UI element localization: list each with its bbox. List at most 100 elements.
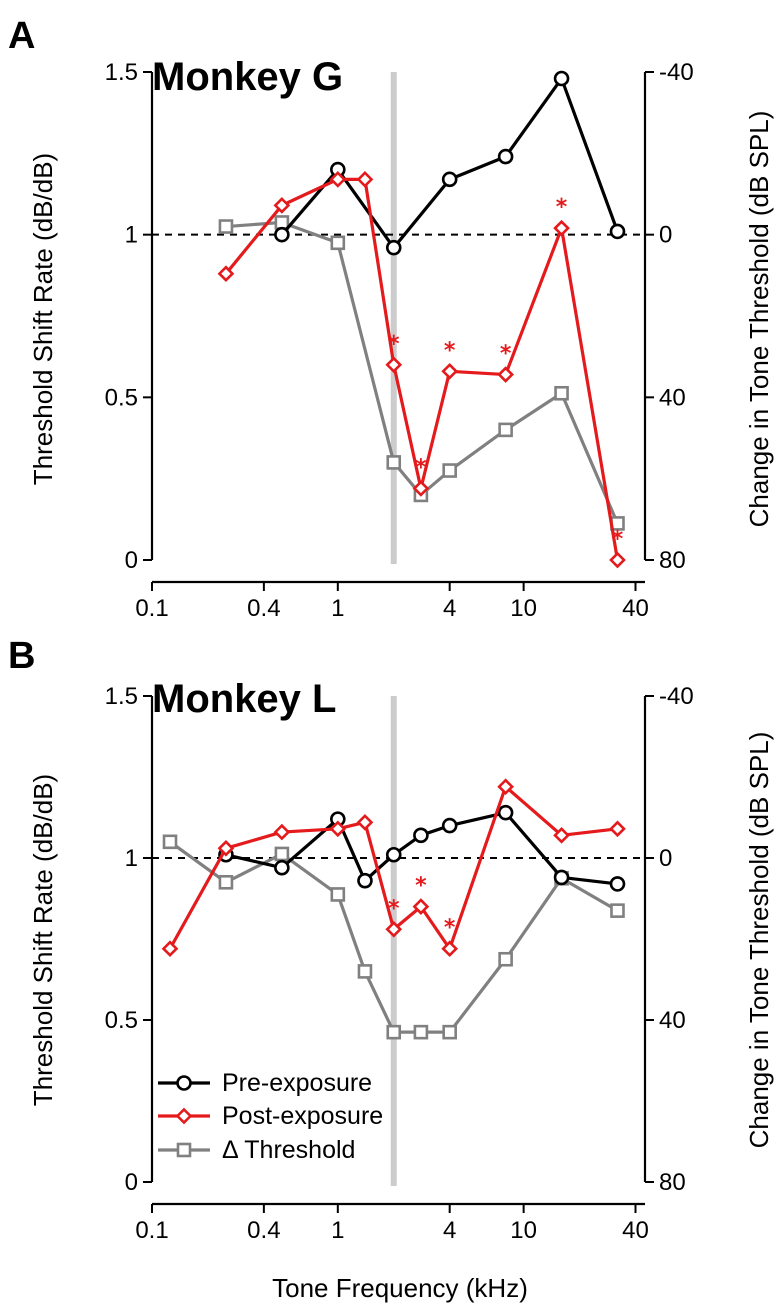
y-axis-label-left: Threshold Shift Rate (dB/dB) — [28, 774, 58, 1106]
point-delta — [610, 903, 625, 918]
legend-label-pre: Pre-exposure — [222, 1069, 372, 1097]
y-tick-label-right: -40 — [659, 683, 694, 710]
x-tick-label: 1 — [331, 1217, 344, 1244]
significance-marker: * — [415, 874, 427, 899]
point-delta — [386, 1024, 402, 1040]
x-tick-label: 0.4 — [247, 1217, 280, 1244]
point-delta — [442, 463, 457, 478]
point-pre — [609, 876, 626, 892]
point-pre — [441, 171, 458, 188]
point-post — [441, 940, 459, 958]
point-post — [217, 265, 235, 283]
y-tick-label-right: 40 — [659, 1007, 686, 1034]
point-pre — [385, 846, 402, 863]
point-post — [609, 551, 626, 569]
point-post — [609, 820, 626, 838]
y-tick-label-right: -40 — [659, 59, 694, 86]
point-delta — [357, 964, 373, 979]
point-pre — [274, 859, 290, 876]
point-delta — [498, 422, 513, 438]
x-tick-label: 10 — [510, 1217, 537, 1244]
point-delta — [554, 385, 569, 401]
panel-letter: B — [8, 635, 35, 677]
x-tick-label: 10 — [510, 595, 537, 622]
point-post — [356, 171, 374, 188]
significance-marker: * — [500, 342, 512, 367]
point-delta — [386, 455, 402, 470]
y-tick-label-right: 0 — [659, 845, 672, 872]
legend-label-delta: Δ Threshold — [222, 1136, 355, 1164]
legend-marker-delta — [176, 1142, 192, 1158]
point-pre — [553, 70, 570, 87]
panel-title: Monkey L — [152, 677, 336, 721]
point-post — [385, 356, 403, 374]
point-pre — [385, 239, 402, 256]
point-delta — [442, 1024, 457, 1040]
y-tick-label-left: 1 — [125, 222, 138, 249]
point-delta — [498, 951, 513, 967]
significance-marker: * — [444, 338, 456, 363]
point-delta — [330, 887, 346, 902]
point-delta — [274, 215, 290, 230]
panel-monkey-g: A Monkey G Threshold Shift Rate (dB/dB) … — [8, 15, 774, 622]
point-pre — [274, 226, 290, 243]
point-pre — [441, 817, 458, 834]
y-tick-label-right: 40 — [659, 384, 686, 411]
point-post — [273, 823, 291, 841]
y-tick-label-right: 0 — [659, 222, 672, 249]
y-tick-label-left: 0.5 — [105, 384, 138, 411]
point-delta — [162, 834, 178, 850]
point-post — [329, 171, 347, 188]
point-delta — [330, 235, 346, 251]
point-pre — [497, 804, 514, 821]
legend: Pre-exposure Post-exposure Δ Threshold — [158, 1069, 383, 1164]
series-line-pre — [225, 811, 618, 886]
x-tick-label: 0.1 — [135, 595, 168, 622]
y-axis-label-right: Change in Tone Threshold (dB SPL) — [744, 732, 774, 1149]
significance-marker: * — [556, 195, 568, 220]
point-post — [385, 920, 403, 938]
x-tick-label: 1 — [331, 595, 344, 622]
significance-marker: * — [388, 896, 400, 921]
x-axis-label: Tone Frequency (kHz) — [272, 1273, 528, 1303]
x-tick-label: 0.4 — [247, 595, 280, 622]
point-post — [553, 219, 570, 237]
x-tick-label: 0.1 — [135, 1217, 168, 1244]
x-tick-label: 4 — [443, 595, 456, 622]
point-post — [412, 898, 430, 915]
point-pre — [357, 872, 373, 889]
point-post — [329, 820, 347, 838]
point-post — [553, 826, 570, 844]
y-tick-label-left: 1.5 — [105, 59, 138, 86]
point-delta — [218, 219, 234, 234]
point-post — [273, 197, 291, 214]
significance-marker: * — [388, 332, 400, 357]
panel-title: Monkey G — [152, 55, 343, 99]
significance-marker: * — [612, 527, 624, 552]
significance-marker: * — [444, 916, 456, 941]
y-axis-label-left: Threshold Shift Rate (dB/dB) — [28, 153, 58, 485]
legend-marker-post — [175, 1107, 193, 1125]
y-tick-label-left: 1 — [125, 845, 138, 872]
point-delta — [413, 1024, 429, 1040]
panel-letter: A — [8, 15, 35, 57]
legend-marker-pre — [176, 1075, 192, 1091]
y-tick-label-right: 80 — [659, 1169, 686, 1196]
legend-label-post: Post-exposure — [222, 1102, 383, 1130]
series-line-pre — [280, 76, 619, 250]
point-post — [217, 839, 235, 857]
point-post — [356, 814, 374, 831]
panel-monkey-l: B Monkey L Threshold Shift Rate (dB/dB) … — [8, 635, 774, 1303]
y-tick-label-left: 0 — [125, 1169, 138, 1196]
point-pre — [497, 148, 514, 165]
x-tick-label: 40 — [622, 595, 649, 622]
point-post — [497, 778, 514, 796]
point-post — [497, 366, 514, 383]
point-delta — [218, 874, 234, 890]
y-tick-label-left: 1.5 — [105, 683, 138, 710]
x-tick-label: 40 — [622, 1217, 649, 1244]
point-pre — [413, 827, 429, 844]
point-post — [412, 480, 430, 497]
x-tick-label: 4 — [443, 1217, 456, 1244]
point-pre — [553, 869, 570, 886]
